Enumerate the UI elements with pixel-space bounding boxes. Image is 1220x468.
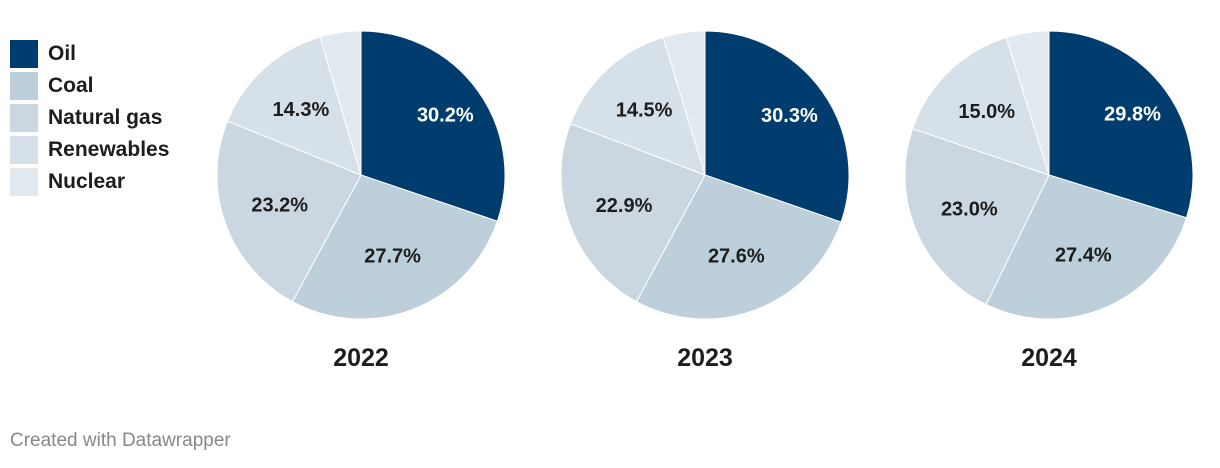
slice-renewables-2022[interactable] (226, 36, 362, 176)
legend-label-coal: Coal (48, 74, 94, 97)
slice-nuclear-2022[interactable] (319, 30, 362, 176)
legend-label-renewables: Renewables (48, 138, 170, 161)
data-label-natural-gas-2022: 23.2% (251, 194, 308, 216)
data-label-renewables-2024: 15.0% (958, 101, 1015, 123)
slice-coal-2022[interactable] (291, 174, 499, 320)
legend-label-oil: Oil (48, 42, 77, 65)
legend-swatch-natural-gas (10, 104, 38, 132)
slice-oil-2023[interactable] (704, 30, 850, 223)
data-label-coal-2023: 27.6% (708, 246, 765, 268)
data-label-natural-gas-2024: 23.0% (941, 198, 998, 220)
legend-swatch-nuclear (10, 168, 38, 196)
data-label-coal-2024: 27.4% (1055, 244, 1112, 266)
data-label-coal-2022: 27.7% (364, 245, 421, 267)
year-label-2024: 2024 (1021, 344, 1077, 372)
data-label-renewables-2023: 14.5% (616, 100, 673, 122)
pie-charts: 30.2% 27.7% 23.2% 14.3% 2022 30.3% 27.6% 22.9% 1… (216, 30, 1194, 372)
data-label-oil-2023: 30.3% (761, 105, 818, 127)
slice-oil-2022[interactable] (360, 30, 506, 222)
legend-swatch-renewables (10, 136, 38, 164)
legend-label-nuclear: Nuclear (48, 170, 126, 193)
legend-item-coal[interactable]: Coal (10, 70, 169, 102)
legend-swatch-oil (10, 40, 38, 68)
slice-coal-2024[interactable] (985, 174, 1188, 320)
legend-item-renewables[interactable]: Renewables (10, 134, 169, 166)
slice-natural-gas-2022[interactable] (216, 120, 362, 303)
pie-chart-2023: 30.3% 27.6% 22.9% 14.5% 2023 (560, 30, 850, 372)
pie-chart-2022: 30.2% 27.7% 23.2% 14.3% 2022 (216, 30, 506, 372)
slice-natural-gas-2024[interactable] (904, 128, 1050, 306)
data-label-renewables-2022: 14.3% (273, 99, 330, 121)
year-label-2023: 2023 (677, 344, 733, 372)
footer-credit: Created with Datawrapper (10, 430, 231, 451)
slice-oil-2024[interactable] (1048, 30, 1194, 219)
slice-nuclear-2024[interactable] (1005, 30, 1050, 176)
year-label-2022: 2022 (333, 344, 389, 372)
data-label-natural-gas-2023: 22.9% (596, 195, 653, 217)
pie-chart-2024: 29.8% 27.4% 23.0% 15.0% 2024 (904, 30, 1194, 372)
legend-label-natural-gas: Natural gas (48, 106, 163, 129)
legend-item-nuclear[interactable]: Nuclear (10, 166, 169, 198)
data-label-oil-2022: 30.2% (417, 105, 474, 127)
legend-item-natural-gas[interactable]: Natural gas (10, 102, 169, 134)
slice-coal-2023[interactable] (635, 174, 842, 320)
data-label-oil-2024: 29.8% (1104, 104, 1161, 126)
slice-renewables-2023[interactable] (569, 36, 706, 176)
legend-item-oil[interactable]: Oil (10, 38, 169, 70)
slice-nuclear-2023[interactable] (662, 30, 706, 176)
slice-renewables-2024[interactable] (911, 36, 1050, 176)
legend: Oil Coal Natural gas Renewables Nuclear (10, 38, 169, 198)
legend-swatch-coal (10, 72, 38, 100)
slice-natural-gas-2023[interactable] (560, 123, 706, 303)
